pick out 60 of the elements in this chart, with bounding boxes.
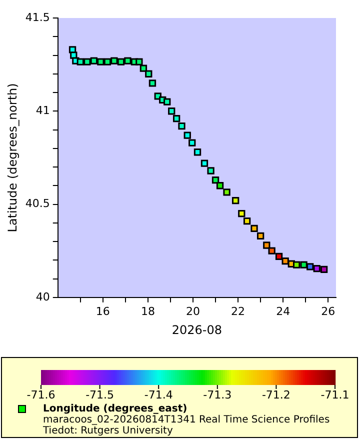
point — [76, 58, 84, 66]
point — [104, 58, 112, 66]
point — [84, 58, 91, 66]
point — [268, 247, 276, 254]
point — [194, 148, 202, 156]
point — [117, 58, 125, 66]
point — [168, 108, 176, 115]
x-tick-label: 22 — [231, 304, 246, 318]
point — [306, 263, 314, 270]
x-tick-label: 26 — [321, 304, 336, 318]
point — [136, 58, 143, 66]
point — [200, 160, 208, 167]
point — [250, 224, 258, 232]
color-bar-label: -71.6 — [26, 388, 56, 402]
x-tick-label: 18 — [140, 304, 155, 318]
point — [124, 57, 132, 64]
point — [320, 266, 328, 274]
point — [275, 252, 283, 260]
point — [212, 176, 220, 184]
text: Tiedot: Rutgers University — [42, 426, 173, 437]
point — [184, 132, 191, 139]
point — [178, 122, 186, 130]
color-bar-label: -71.4 — [144, 388, 173, 402]
x-axis-title: 2026-08 — [172, 322, 222, 337]
y-axis-title: Latitude (degrees_north) — [5, 83, 20, 232]
point — [97, 58, 104, 66]
y-tick-label: 41 — [36, 104, 50, 117]
point — [238, 210, 246, 218]
y-tick-label: 41.5 — [25, 10, 50, 24]
color-bar-title: Longitude (degrees_east) — [43, 404, 188, 415]
point — [313, 264, 320, 272]
text: maracoos_02-20260814T1341 Real Time Science Profiles — [43, 414, 330, 426]
point — [70, 52, 78, 59]
point — [223, 188, 230, 196]
point — [300, 261, 308, 268]
color-bar-label: -71.1 — [320, 388, 350, 402]
point — [110, 57, 118, 64]
point — [188, 139, 196, 146]
color-bar-label: -71.2 — [262, 388, 290, 402]
point — [164, 98, 171, 106]
point — [172, 115, 180, 122]
point — [263, 242, 270, 249]
point — [207, 167, 214, 174]
x-tick-label: 20 — [186, 304, 200, 318]
x-tick-label: 16 — [96, 304, 110, 318]
y-tick-label: 40 — [36, 290, 50, 304]
color-bar-label: -71.3 — [203, 388, 232, 402]
point — [90, 57, 98, 64]
point — [293, 261, 300, 268]
point — [282, 258, 289, 265]
point — [145, 70, 152, 78]
color-bar-label: -71.5 — [86, 388, 114, 402]
point — [216, 182, 224, 190]
point — [148, 80, 156, 87]
y-tick-label: 40.5 — [25, 197, 50, 210]
x-tick-label: 24 — [276, 304, 290, 318]
point — [256, 232, 264, 240]
point — [243, 217, 251, 225]
point — [232, 196, 240, 204]
point — [140, 64, 148, 72]
